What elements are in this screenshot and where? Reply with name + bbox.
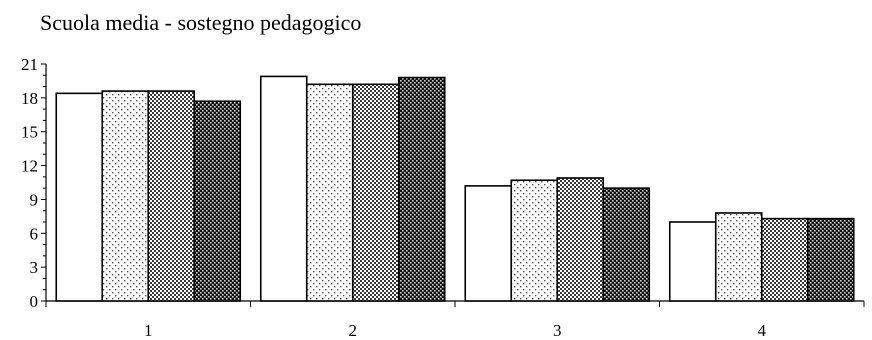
bar <box>305 83 354 302</box>
x-tick-label: 2 <box>349 321 358 340</box>
bars <box>55 75 855 302</box>
bar <box>806 217 855 302</box>
bar <box>351 83 400 302</box>
chart-title: Scuola media - sostegno pedagogico <box>40 10 362 35</box>
bar <box>602 187 651 302</box>
bar <box>147 90 196 302</box>
bar <box>55 92 104 302</box>
y-axis: 0 3 6 9 12 15 18 21 <box>21 55 47 311</box>
x-tick-label: 1 <box>144 321 153 340</box>
bar <box>193 100 242 302</box>
bar <box>760 217 809 302</box>
y-tick-label: 18 <box>21 89 38 108</box>
bar <box>259 75 308 302</box>
y-tick-label: 0 <box>30 292 39 311</box>
bar <box>556 177 605 302</box>
bar <box>397 76 446 302</box>
bar <box>101 90 150 302</box>
x-axis: 1 2 3 4 <box>45 300 865 340</box>
y-tick-label: 12 <box>21 157 38 176</box>
y-tick-label: 9 <box>30 190 39 209</box>
bar <box>464 185 513 302</box>
bar <box>714 212 763 302</box>
bar <box>668 221 717 302</box>
y-tick-label: 21 <box>21 55 38 74</box>
x-tick-label: 4 <box>758 321 767 340</box>
y-tick-label: 3 <box>30 258 39 277</box>
y-tick-label: 6 <box>30 224 39 243</box>
x-tick-label: 3 <box>553 321 562 340</box>
bar <box>510 179 559 302</box>
y-tick-label: 15 <box>21 123 38 142</box>
